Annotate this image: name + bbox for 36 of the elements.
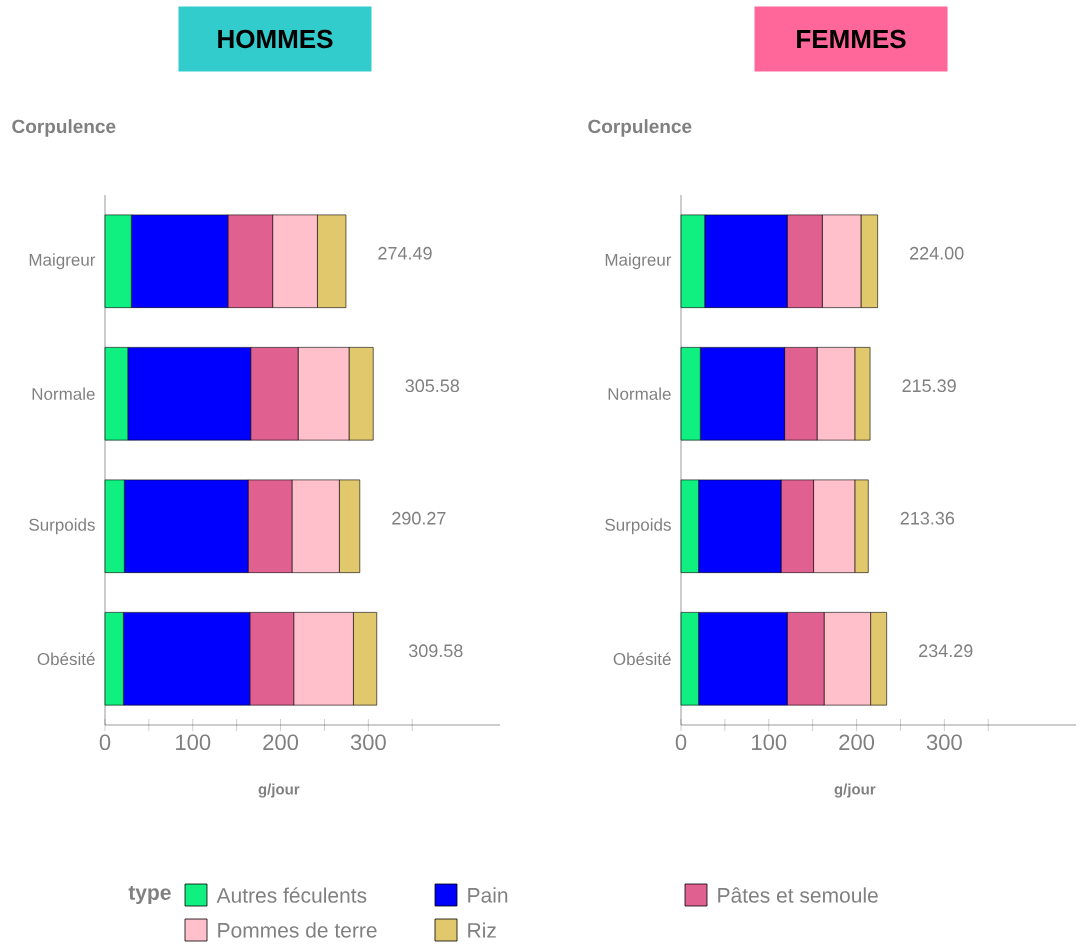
legend-label: Autres féculents	[216, 887, 367, 903]
y-tick-label: Obésité	[37, 652, 95, 666]
total-label: 309.58	[408, 644, 463, 658]
total-label: 215.39	[902, 379, 956, 393]
y-tick-label: Maigreur	[29, 253, 96, 270]
total-label: 274.49	[378, 246, 432, 260]
y-tick-label: Normale	[608, 387, 671, 400]
legend-label: Pain	[468, 887, 508, 903]
legend-label: Riz	[468, 922, 496, 938]
x-tick-label: 200	[839, 734, 875, 751]
x-tick-label: 200	[263, 734, 299, 751]
legend-title: type	[128, 885, 171, 905]
x-tick-label: 100	[752, 734, 787, 751]
total-label: 224.00	[910, 246, 964, 260]
chart-title: FEMMES	[797, 29, 906, 49]
x-tick-label: 0	[675, 734, 687, 751]
y-tick-label: Obésité	[613, 652, 671, 666]
y-axis-title: Corpulence	[12, 119, 116, 137]
y-tick-label: Normale	[32, 387, 95, 400]
x-tick-label: 300	[350, 734, 386, 751]
x-axis-title: g/jour	[258, 783, 300, 798]
legend-label: Pommes de terre	[218, 922, 377, 938]
total-label: 234.29	[919, 644, 973, 658]
y-tick-label: Surpoids	[605, 518, 671, 535]
total-label: 305.58	[405, 379, 460, 393]
y-tick-label: Maigreur	[605, 253, 672, 270]
chart-title: HOMMES	[218, 29, 333, 49]
x-tick-label: 0	[99, 734, 111, 751]
x-tick-label: 100	[176, 734, 211, 751]
total-label: 290.27	[392, 511, 446, 525]
y-tick-label: Surpoids	[29, 518, 95, 535]
legend-label: Pâtes et semoule	[718, 887, 878, 903]
y-axis-title: Corpulence	[588, 119, 692, 137]
total-label: 213.36	[900, 511, 955, 525]
x-tick-label: 300	[926, 734, 962, 751]
x-axis-title: g/jour	[834, 783, 876, 798]
